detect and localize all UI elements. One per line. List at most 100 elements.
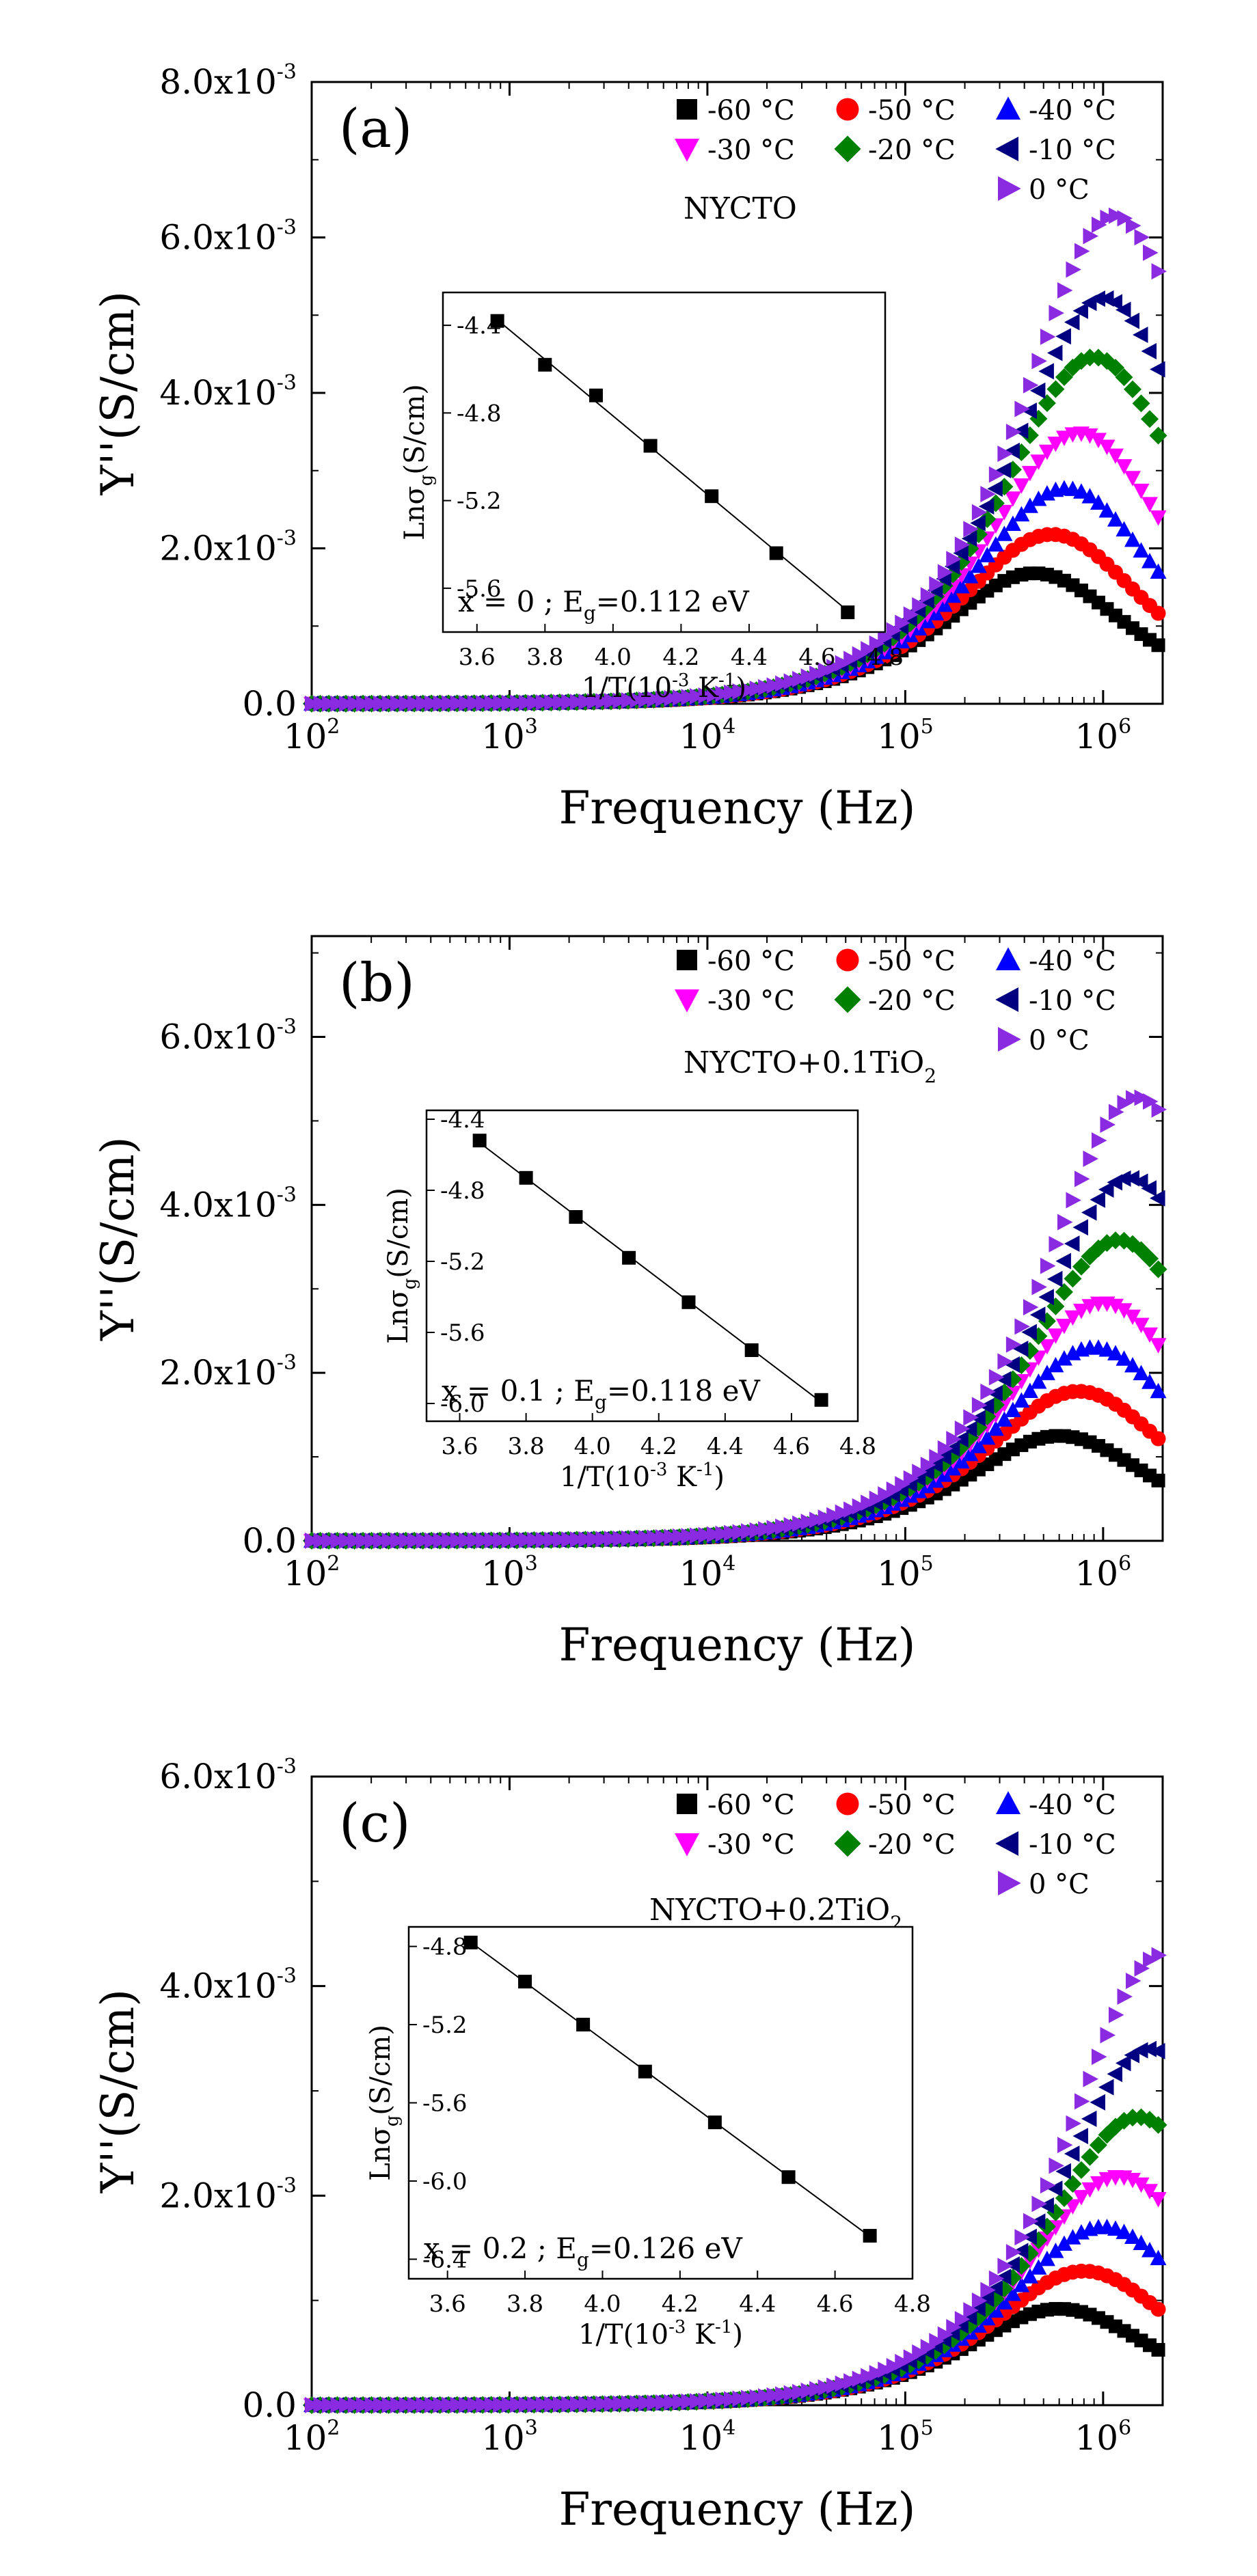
legend-marker xyxy=(834,135,861,163)
data-point xyxy=(373,1532,389,1549)
data-point xyxy=(800,668,817,685)
data-point xyxy=(1098,2079,1114,2096)
data-point xyxy=(1141,1250,1159,1268)
data-point xyxy=(476,695,491,712)
data-point xyxy=(1141,2040,1157,2057)
x-tick-exponent: 4 xyxy=(722,715,735,739)
data-point xyxy=(1038,2250,1055,2266)
legend-marker xyxy=(836,98,859,121)
inset-x-tick-label: 3.6 xyxy=(429,2290,466,2318)
data-point xyxy=(1124,531,1141,547)
y-tick-label: 6.0x10-3 xyxy=(159,216,297,258)
data-point xyxy=(552,694,569,711)
data-point xyxy=(895,2353,910,2370)
data-point xyxy=(1014,1318,1030,1335)
legend-marker xyxy=(996,947,1021,970)
data-point xyxy=(920,1456,936,1473)
data-point xyxy=(527,1531,543,1548)
data-point xyxy=(664,1529,679,1546)
data-point xyxy=(390,695,406,712)
data-point xyxy=(766,2387,783,2404)
data-point xyxy=(912,597,928,614)
inset-x-axis-title: 1/T(10-3 K-1) xyxy=(582,670,746,704)
data-point xyxy=(493,694,509,711)
data-point xyxy=(612,692,628,709)
inset-y-tick-label: -6.4 xyxy=(422,2246,468,2273)
inset-xlabel-exponent: -3 xyxy=(668,2317,686,2338)
data-point xyxy=(364,2396,381,2413)
data-point xyxy=(621,692,637,709)
data-point xyxy=(1115,368,1133,387)
data-point xyxy=(946,1431,962,1448)
data-point xyxy=(1132,394,1150,413)
data-point xyxy=(356,695,372,712)
x-tick-label: 103 xyxy=(481,2416,538,2458)
inset-x-axis-title: 1/T(10-3 K-1) xyxy=(560,1460,725,1493)
data-point xyxy=(1100,1116,1116,1134)
inset-y-axis-title: Lnσg(S/cm) xyxy=(365,2025,403,2181)
data-point xyxy=(1151,263,1167,280)
y-tick-label: 4.0x10-3 xyxy=(159,371,297,413)
data-point xyxy=(903,606,919,623)
data-point xyxy=(552,2396,569,2413)
inset-fit-line xyxy=(470,1941,871,2237)
x-tick-exponent: 5 xyxy=(921,2416,934,2440)
data-point xyxy=(407,1532,423,1549)
data-point xyxy=(1040,2177,1056,2194)
x-tick-exponent: 6 xyxy=(1118,2416,1131,2440)
data-point xyxy=(1047,436,1064,452)
data-point xyxy=(1116,1350,1133,1366)
data-point xyxy=(569,1531,586,1548)
annotation-prefix: x = 0.2 ; E xyxy=(424,2232,577,2265)
y-tick-text: 2.0x10 xyxy=(159,529,276,568)
data-point xyxy=(527,2396,543,2413)
annotation-suffix: =0.118 eV xyxy=(607,1374,761,1408)
y-tick-text: 4.0x10 xyxy=(159,1967,276,2006)
data-point xyxy=(1141,2184,1159,2200)
data-point xyxy=(970,557,987,573)
legend-label: -30 °C xyxy=(707,985,795,1017)
data-point xyxy=(1038,2231,1055,2247)
data-point xyxy=(775,1518,791,1535)
data-point xyxy=(1055,328,1071,345)
data-point xyxy=(1047,1328,1064,1344)
data-point xyxy=(476,1532,491,1549)
data-point xyxy=(852,646,868,663)
legend-marker xyxy=(836,948,859,972)
data-point xyxy=(493,2396,509,2413)
data-point xyxy=(895,614,910,631)
data-point xyxy=(442,2396,457,2413)
data-point xyxy=(997,1353,1013,1370)
data-point xyxy=(843,2373,859,2390)
legend-marker xyxy=(996,1791,1021,1814)
data-point xyxy=(1004,1401,1021,1418)
data-point xyxy=(442,695,457,712)
x-tick-label: 103 xyxy=(481,715,538,756)
data-point xyxy=(655,690,671,707)
data-point xyxy=(1081,2110,1097,2127)
data-point xyxy=(1072,302,1088,319)
data-point xyxy=(347,695,364,712)
data-point xyxy=(681,2393,697,2410)
inset-x-tick-label: 4.4 xyxy=(707,1433,744,1460)
legend-marker xyxy=(995,137,1018,161)
data-point xyxy=(416,1532,432,1549)
data-point xyxy=(1055,430,1072,446)
data-point xyxy=(1038,1289,1054,1306)
data-point xyxy=(741,1523,757,1540)
data-point xyxy=(604,1531,620,1548)
data-point xyxy=(1046,344,1063,361)
data-point xyxy=(920,587,936,604)
x-tick-label: 106 xyxy=(1075,1552,1132,1593)
legend-label: -30 °C xyxy=(707,135,795,166)
data-point xyxy=(1108,2006,1124,2023)
data-point xyxy=(1081,2182,1098,2198)
panel-letter: (b) xyxy=(339,953,415,1014)
legend-marker xyxy=(677,950,697,970)
x-tick-exponent: 3 xyxy=(525,2416,538,2440)
data-point xyxy=(732,683,748,700)
data-point xyxy=(364,1532,381,1549)
panel-letter: (c) xyxy=(339,1793,411,1854)
inset-ylabel-unit: (S/cm) xyxy=(383,1188,414,1278)
inset-data-point xyxy=(769,546,783,560)
